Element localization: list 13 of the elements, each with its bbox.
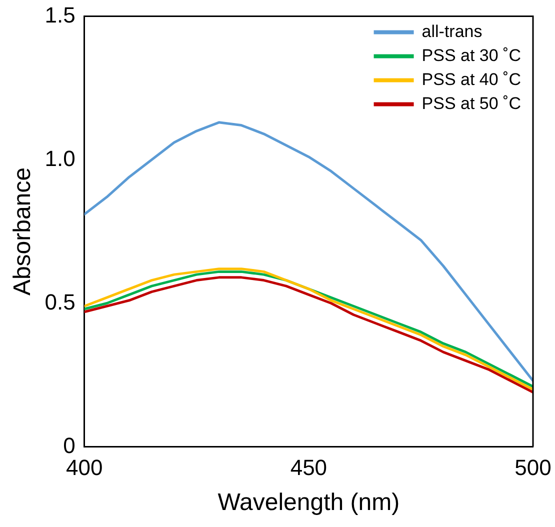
legend-label: PSS at 30 ˚C [422,46,522,65]
y-tick-label: 1.0 [44,146,76,171]
x-tick-label: 450 [290,455,328,480]
y-tick-label: 0.5 [44,289,76,314]
x-axis-title: Wavelength (nm) [218,489,400,516]
y-axis-title: Absorbance [9,167,36,296]
y-tick-label: 0 [63,432,76,458]
y-tick-label: 1.5 [44,2,76,28]
legend-label: PSS at 40 ˚C [422,70,522,89]
x-tick-label: 500 [514,455,552,480]
x-tick-label: 400 [66,455,103,480]
legend-label: PSS at 50 ˚C [422,94,522,113]
legend-label: all-trans [422,22,482,41]
